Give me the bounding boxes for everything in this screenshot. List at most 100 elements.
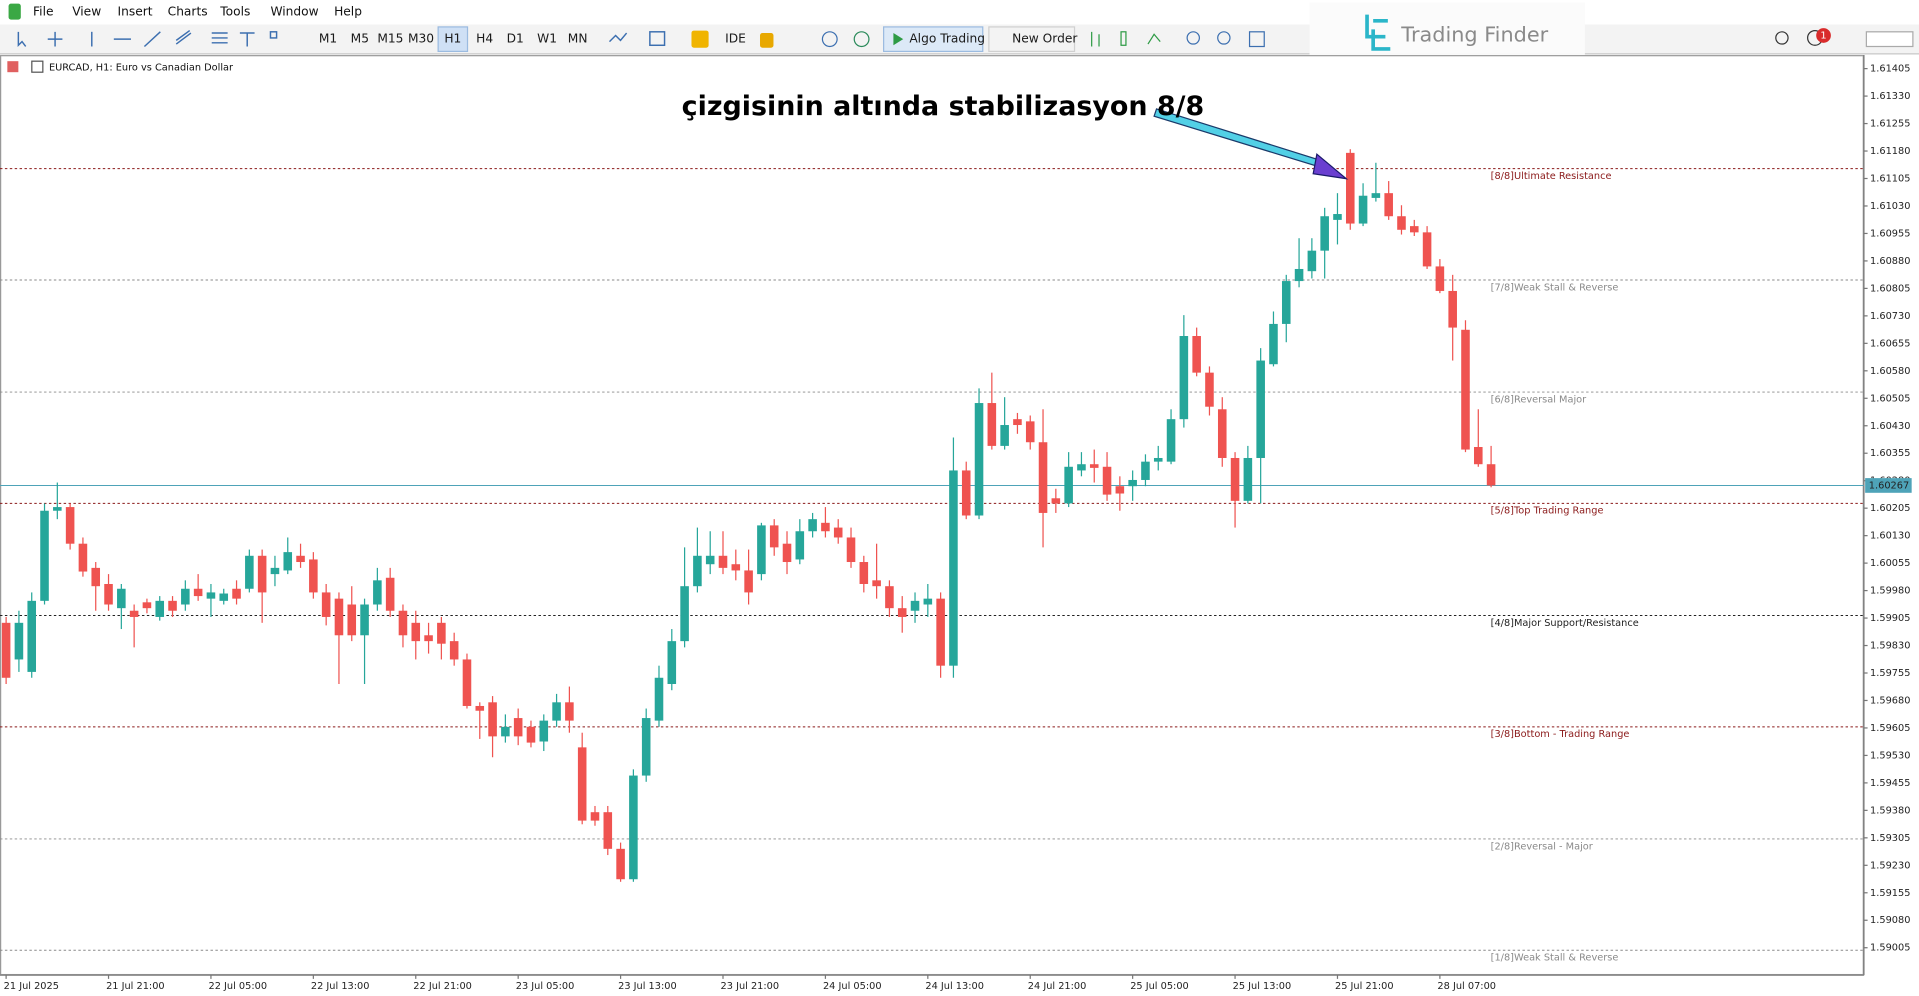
indicator-icon[interactable] [649, 31, 666, 47]
candle-body [181, 588, 190, 605]
candle-body [782, 543, 792, 563]
candle-body [718, 555, 728, 568]
candle-body [923, 598, 933, 605]
search-icon[interactable] [1775, 31, 1789, 45]
menu-item[interactable]: Window [270, 5, 318, 19]
candle-body [961, 470, 971, 516]
y-tick-label: 1.59005 [1870, 943, 1910, 954]
candle-body [872, 580, 881, 587]
y-tick-label: 1.59680 [1870, 695, 1910, 706]
algo-label[interactable]: Algo Trading [909, 32, 985, 46]
timeframe-button[interactable]: W1 [537, 32, 557, 46]
lock-icon[interactable] [760, 33, 774, 48]
x-tick-label: 23 Jul 13:00 [618, 981, 677, 992]
crosshair-icon[interactable] [47, 31, 63, 47]
candle-body [1307, 250, 1317, 272]
ide-button[interactable]: IDE [725, 32, 746, 46]
candle-body [1345, 152, 1355, 224]
level-label: [3/8]Bottom - Trading Range [1491, 729, 1630, 740]
y-tick-label: 1.60955 [1870, 228, 1910, 239]
annotation: çizgisinin altında stabilizasyon 8/8 [682, 91, 1205, 122]
candle-body [1217, 409, 1227, 458]
y-tick-label: 1.61255 [1870, 119, 1910, 130]
candle-body [1243, 457, 1253, 501]
menu-item[interactable]: View [72, 5, 101, 19]
x-tick-label: 25 Jul 21:00 [1335, 981, 1394, 992]
y-tick-label: 1.61180 [1870, 146, 1910, 157]
trendline-icon[interactable] [143, 31, 161, 48]
level-label: [6/8]Reversal Major [1491, 394, 1587, 405]
y-tick-label: 1.60430 [1870, 421, 1910, 432]
menu-item[interactable]: Insert [117, 5, 152, 19]
menu-item[interactable]: Help [334, 5, 362, 19]
market-icon[interactable] [691, 30, 709, 48]
candle-body [1422, 232, 1432, 267]
candle-body [1192, 336, 1201, 373]
menu-item[interactable]: Tools [219, 5, 250, 19]
brand-name: Trading Finder [1400, 22, 1548, 46]
channel-icon[interactable] [175, 29, 192, 45]
candle-body [155, 600, 165, 617]
account-box[interactable] [1865, 31, 1914, 48]
timeframe-button[interactable]: M15 [377, 32, 403, 46]
candle-body [1051, 498, 1061, 504]
menu-item[interactable]: File [33, 5, 53, 19]
candle-body [949, 470, 958, 666]
bars-icon[interactable] [1120, 31, 1127, 46]
vps-icon[interactable] [853, 31, 870, 48]
timeframe-button[interactable]: D1 [507, 32, 524, 46]
cloud-icon[interactable] [821, 31, 838, 48]
grid-icon[interactable] [1248, 31, 1265, 48]
timeframe-button[interactable]: M30 [408, 32, 434, 46]
candle-body [1409, 226, 1419, 233]
menu-item[interactable]: Charts [168, 5, 208, 19]
timeframe-button[interactable]: H1 [444, 32, 461, 46]
candle-body [629, 775, 638, 880]
candle-body [641, 718, 651, 776]
y-tick-label: 1.60655 [1870, 338, 1910, 349]
zoom-out-icon[interactable] [1217, 31, 1231, 45]
candle-body [168, 600, 177, 611]
candle-body [14, 622, 24, 660]
signals-icon[interactable] [1147, 33, 1161, 45]
candle-body [411, 622, 421, 642]
level-label: [4/8]Major Support/Resistance [1491, 618, 1639, 629]
candle-body [1269, 323, 1278, 365]
y-tick-label: 1.60055 [1870, 558, 1910, 569]
zoom-in-icon[interactable] [1186, 31, 1200, 45]
fibo-icon[interactable] [211, 32, 228, 44]
candle-body [462, 659, 472, 706]
candle-body [1102, 466, 1112, 495]
candle-body [1371, 193, 1381, 198]
timeframe-button[interactable]: MN [568, 32, 588, 46]
depth-icon[interactable] [1091, 31, 1100, 47]
candle-body [488, 702, 497, 737]
y-tick-label: 1.61030 [1870, 201, 1910, 212]
order-label[interactable]: New Order [1012, 32, 1078, 46]
timeframe-button[interactable]: M5 [351, 32, 369, 46]
candle-body [1384, 193, 1393, 217]
candle-body [129, 610, 139, 617]
text-icon[interactable] [239, 32, 255, 47]
candle-body [590, 812, 600, 821]
y-tick-label: 1.60880 [1870, 256, 1910, 267]
cursor-icon[interactable] [17, 31, 27, 48]
candle-body [910, 600, 920, 611]
order-button[interactable] [988, 26, 1076, 53]
timeframe-button[interactable]: M1 [319, 32, 337, 46]
candle-body [334, 598, 344, 636]
candle-body [1013, 419, 1022, 426]
timeframe-button[interactable]: H4 [476, 32, 493, 46]
shapes-icon[interactable] [269, 31, 278, 39]
chart-type-icon[interactable] [608, 32, 628, 43]
menu-bar [0, 0, 1919, 25]
level-label: [1/8]Weak Stall & Reverse [1491, 953, 1619, 964]
candle-body [257, 555, 267, 593]
level-label: [7/8]Weak Stall & Reverse [1491, 282, 1619, 293]
current-price-box [1865, 478, 1912, 493]
candle-body [603, 812, 613, 849]
candle-body [1461, 329, 1470, 450]
level-label: [2/8]Reversal - Major [1491, 841, 1594, 852]
y-tick-label: 1.61330 [1870, 91, 1910, 102]
